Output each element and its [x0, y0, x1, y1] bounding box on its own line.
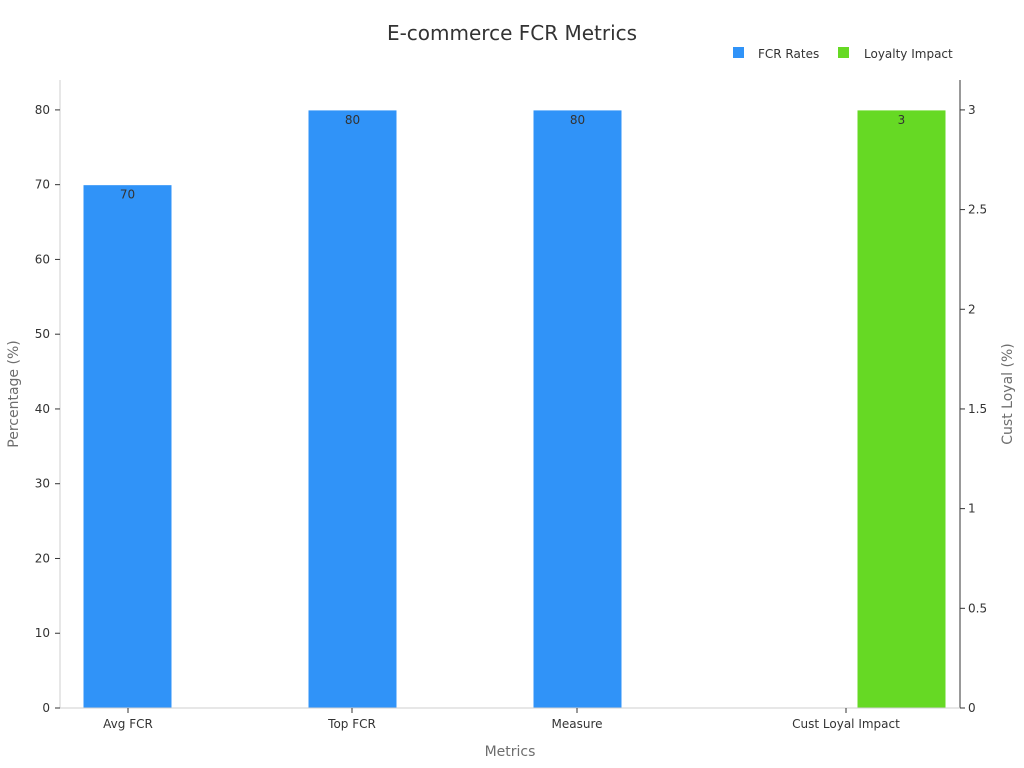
y-tick-label: 70	[35, 178, 50, 192]
x-tick-label: Avg FCR	[103, 717, 153, 731]
y-tick-label: 80	[35, 103, 50, 117]
y-tick-label: 50	[35, 327, 50, 341]
bar-loyalty-impact	[856, 109, 947, 709]
chart-title: E-commerce FCR Metrics	[387, 21, 637, 45]
y2-tick-label: 3	[968, 103, 976, 117]
bar-value-label: 70	[120, 188, 135, 202]
y2-tick-label: 2.5	[968, 203, 987, 217]
x-tick-label: Top FCR	[327, 717, 376, 731]
y-tick-label: 20	[35, 551, 50, 565]
y-tick-label: 40	[35, 402, 50, 416]
plot-area: 0 10 20 30 40 50 60 70 80 0 0.5 1 1.5 2 2.5 3 70 80 80 3 Avg…	[35, 80, 987, 731]
legend-label-fcr-rates: FCR Rates	[758, 47, 819, 61]
bar-value-label: 3	[898, 113, 906, 127]
bar-fcr-rates	[532, 109, 623, 709]
y2-axis-title: Cust Loyal (%)	[1000, 343, 1016, 444]
bar-value-label: 80	[570, 113, 585, 127]
y-tick-label: 10	[35, 626, 50, 640]
y2-tick-label: 0	[968, 701, 976, 715]
bar-value-label: 80	[345, 113, 360, 127]
bar-fcr-rates	[82, 184, 173, 709]
x-tick-label: Measure	[552, 717, 603, 731]
y2-tick-label: 1	[968, 502, 976, 516]
legend-swatch-fcr-rates	[733, 47, 744, 58]
y2-tick-label: 1.5	[968, 402, 987, 416]
bar-fcr-rates	[307, 109, 398, 709]
y2-tick-label: 2	[968, 302, 976, 316]
y-tick-label: 30	[35, 477, 50, 491]
legend-swatch-loyalty-impact	[838, 47, 849, 58]
legend: FCR Rates Loyalty Impact	[733, 47, 953, 61]
y-axis-title: Percentage (%)	[6, 340, 22, 447]
y-tick-label: 0	[42, 701, 50, 715]
x-tick-label: Cust Loyal Impact	[792, 717, 900, 731]
y2-tick-label: 0.5	[968, 601, 987, 615]
legend-label-loyalty-impact: Loyalty Impact	[864, 47, 953, 61]
y-tick-label: 60	[35, 252, 50, 266]
x-axis-title: Metrics	[485, 744, 536, 760]
